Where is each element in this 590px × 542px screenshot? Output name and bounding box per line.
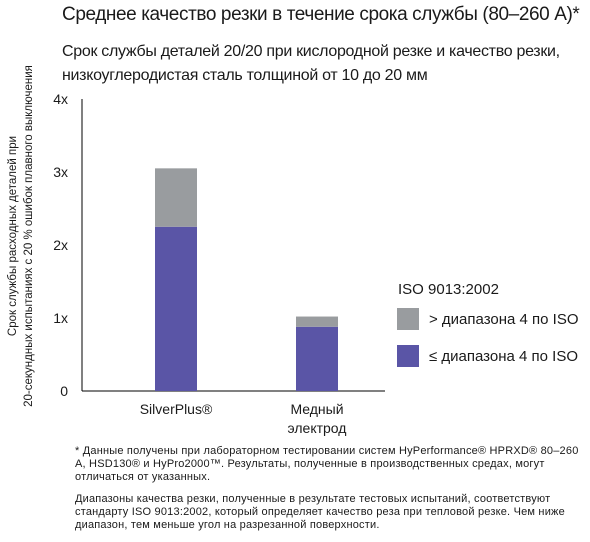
subtitle-line-1: Срок службы деталей 20/20 при кислородно… [62, 43, 560, 60]
stacked-bar-chart: 0 1x 2x 3x 4x Срок службы расходных деталей п… [7, 65, 385, 436]
y-axis-label-line: Срок службы расходных деталей при [7, 136, 19, 336]
legend-item-within-range-4: ≤ диапазона 4 по ISO [397, 345, 578, 367]
bar-segment [155, 168, 197, 227]
bar-segment [296, 326, 338, 391]
chart-title: Среднее качество резки в течение срока с… [62, 4, 580, 25]
x-tick-label: электрод [288, 420, 347, 436]
legend-swatch-gray [397, 308, 419, 330]
y-axis-label-line: 20-секундных испытаниях с 20 % ошибок пл… [23, 65, 35, 407]
bar-segment [155, 226, 197, 391]
legend-label-above-range-4: > диапазона 4 по ISO [429, 310, 579, 328]
x-tick-label: SilverPlus® [140, 401, 213, 417]
footnote-test-data: * Данные получены при лабораторном тести… [75, 445, 579, 483]
chart-subtitle: Срок службы деталей 20/20 при кислородно… [62, 40, 560, 88]
legend-item-above-range-4: > диапазона 4 по ISO [397, 308, 579, 330]
subtitle-line-2: низкоуглеродистая сталь толщиной от 10 д… [62, 67, 428, 84]
bar-segment [296, 316, 338, 327]
y-tick-label: 4x [53, 91, 68, 107]
y-tick-label: 1x [53, 310, 68, 326]
legend-label-within-range-4: ≤ диапазона 4 по ISO [429, 347, 578, 365]
legend-swatch-blue [397, 345, 419, 367]
y-tick-label: 2x [53, 237, 68, 253]
x-tick-label: Медный [290, 401, 343, 417]
y-tick-label: 3x [53, 164, 68, 180]
y-tick-label: 0 [60, 383, 68, 399]
footnote-iso-ranges: Диапазоны качества резки, полученные в р… [75, 493, 565, 531]
legend-title: ISO 9013:2002 [398, 281, 499, 298]
